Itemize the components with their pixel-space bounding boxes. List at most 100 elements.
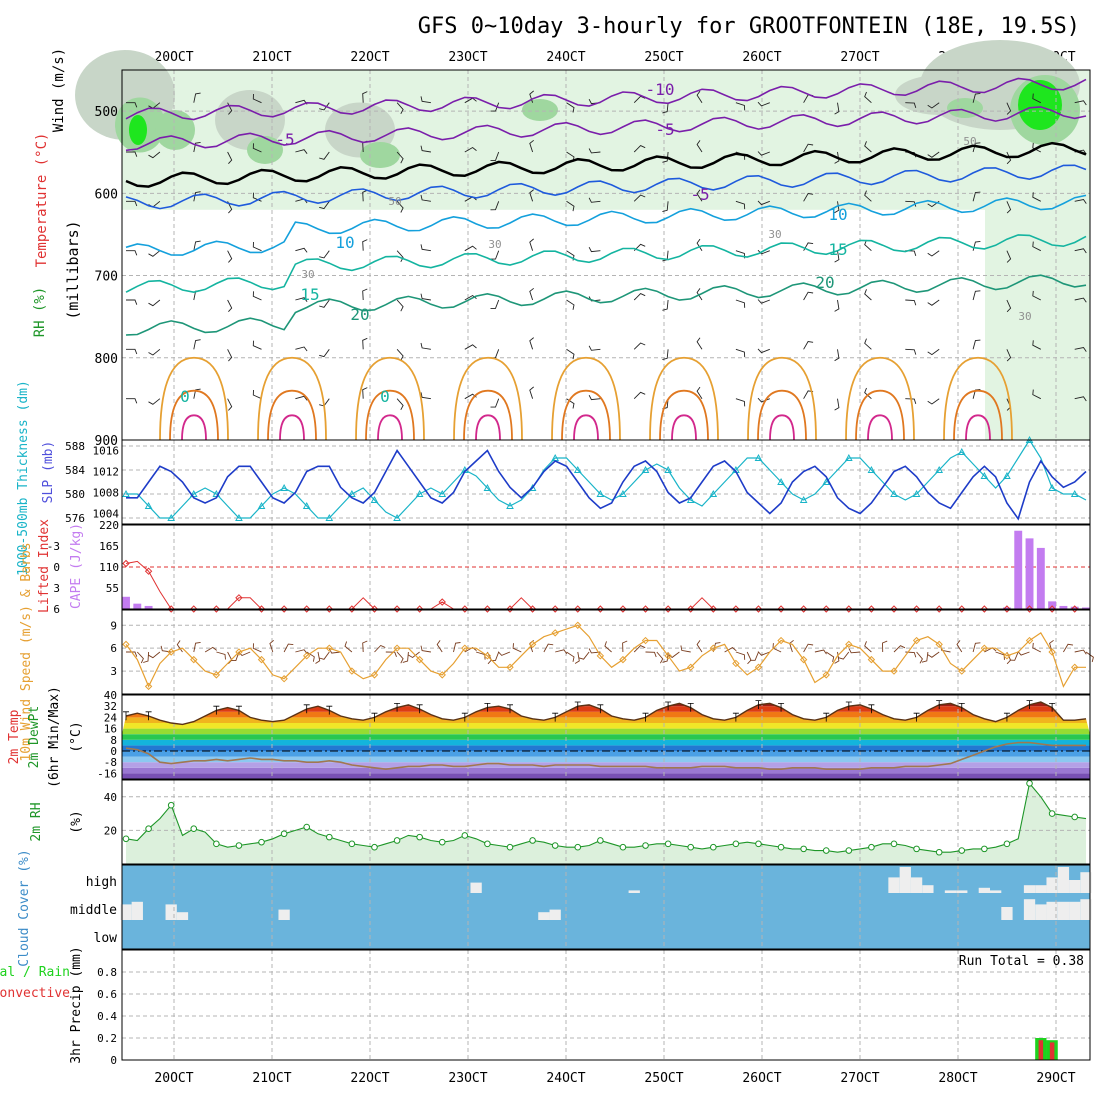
- lifted-index-marker: [235, 594, 243, 602]
- rh-2m-marker: [619, 843, 627, 851]
- lifted-index-marker: [1048, 605, 1056, 613]
- wind-barb: [1085, 651, 1094, 663]
- li-axis-label: Lifted Index: [37, 519, 52, 613]
- rh-2m-marker: [845, 847, 853, 854]
- precip-y-tick: 0: [110, 1054, 117, 1067]
- temp-minmax-bar: [145, 711, 152, 721]
- lifted-index-line: [125, 560, 1086, 610]
- wind-barb: [362, 337, 368, 350]
- wind-barb: [362, 640, 368, 653]
- wind-barb: [633, 391, 646, 400]
- thickness-y-tick: 584: [65, 464, 85, 477]
- wind-barb: [490, 398, 500, 408]
- wind-barb: [1063, 643, 1074, 653]
- lifted-index-marker: [664, 605, 672, 613]
- wind-barb: [126, 299, 138, 305]
- wind-barb: [588, 246, 601, 253]
- wind-barb: [252, 93, 262, 104]
- slp-y-tick: 1012: [93, 466, 120, 479]
- isotherm-label: 10: [828, 205, 847, 224]
- wind-speed-marker: [958, 667, 966, 675]
- upper-air-pressure-label: (millibars): [64, 220, 82, 319]
- wind-barb: [803, 193, 814, 202]
- wind-barb: [696, 288, 703, 301]
- wind-speed-marker: [619, 655, 627, 664]
- thickness-marker: [573, 465, 582, 473]
- wind-barb: [490, 299, 500, 309]
- wind-barb: [295, 149, 308, 154]
- panel-frame: [121, 864, 1091, 950]
- thickness-y-tick: 588: [65, 440, 85, 453]
- temp-minmax-bar: [507, 704, 513, 714]
- precip-convective-bar: [1038, 1040, 1044, 1060]
- temp-color-band: [122, 702, 1090, 707]
- temp-color-band: [122, 756, 1090, 763]
- wind-barb: [972, 339, 981, 350]
- wind-barb: [803, 143, 814, 153]
- wind-speed-marker: [528, 640, 537, 649]
- temp-minmax-bar: [461, 712, 468, 722]
- lifted-index-marker: [212, 605, 221, 613]
- wind-barb: [905, 200, 917, 207]
- cape-y-tick: 110: [99, 561, 119, 574]
- wind-barb: [566, 102, 575, 113]
- wind-barb: [834, 151, 840, 164]
- cloud-middle-block: [1035, 904, 1047, 920]
- lifted-index-marker: [528, 605, 537, 613]
- rh-contour-label: 30: [1018, 310, 1031, 323]
- wind-speed-marker: [890, 667, 898, 675]
- lifted-index-marker: [867, 605, 876, 613]
- wind-barb: [436, 640, 443, 653]
- wind-barb: [176, 640, 183, 653]
- wind-barb: [656, 651, 664, 664]
- isotherm-diurnal-loop: [867, 414, 893, 441]
- wind-barb: [838, 651, 850, 660]
- rh-2m-marker: [325, 833, 333, 841]
- isotherm-diurnal-loop: [279, 414, 305, 441]
- wind-barb: [696, 189, 703, 202]
- wind-barb: [825, 651, 835, 662]
- isotherm-label: 15: [300, 285, 319, 304]
- isotherm-line: [125, 77, 1087, 121]
- wind-barb: [566, 299, 575, 310]
- isotherm-line: [125, 194, 1087, 256]
- cape-bar: [1070, 606, 1079, 609]
- wind-barb: [1006, 201, 1012, 214]
- upper-air-y-tick: 700: [95, 270, 118, 285]
- li-y-tick: 3: [53, 582, 60, 595]
- wind-barb: [757, 249, 770, 255]
- cloud-background: [122, 865, 1090, 949]
- isotherm-diurnal-loop: [463, 389, 513, 441]
- wind-barb: [420, 645, 431, 653]
- wind-speed-marker: [845, 640, 853, 649]
- rh-2m-marker: [348, 840, 356, 848]
- wind-speed-marker: [302, 652, 311, 660]
- precip-convective-bar: [1049, 1042, 1055, 1060]
- wind-speed-marker: [1003, 652, 1011, 660]
- upper-air-y-tick: 600: [95, 187, 118, 202]
- wind-speed-marker: [415, 655, 424, 664]
- wind-barb: [1006, 102, 1012, 115]
- precip-axis-label: 3hr Precip (mm): [69, 946, 84, 1063]
- thickness-marker: [822, 477, 831, 485]
- temp-minmax-bar: [235, 705, 242, 715]
- cape-bar: [133, 603, 142, 609]
- bottom-date-label: 26OCT: [742, 1071, 781, 1086]
- wind-barb: [972, 142, 981, 153]
- isotherm-diurnal-loop: [551, 356, 621, 441]
- wind-speed-marker: [506, 663, 514, 671]
- isotherm-diurnal-loop: [769, 414, 795, 441]
- wind-barb: [420, 392, 431, 400]
- wind-barb: [362, 288, 368, 301]
- lifted-index-marker: [980, 605, 989, 613]
- cape-bar: [1025, 538, 1034, 609]
- cape-bar: [1059, 605, 1068, 609]
- lifted-index-marker: [415, 605, 424, 613]
- wind-barb: [848, 648, 861, 654]
- thickness-marker: [935, 465, 944, 473]
- wind-barb: [864, 338, 872, 350]
- top-date-label: 25OCT: [644, 50, 683, 65]
- wind-y-tick: 3: [110, 665, 117, 678]
- upper-air-rh-label: RH (%): [32, 287, 48, 338]
- rh-shade-patch: [360, 142, 400, 168]
